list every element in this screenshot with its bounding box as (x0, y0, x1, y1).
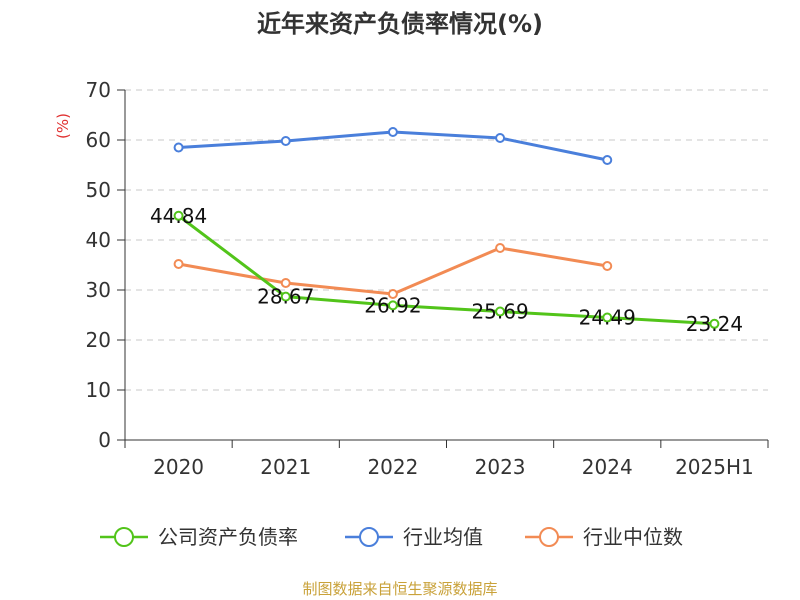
data-labels: 44.84 28.67 26.92 25.69 24.49 23.24 (150, 204, 743, 336)
x-tick-label: 2022 (367, 455, 418, 479)
data-label: 24.49 (579, 306, 636, 330)
x-tick-label: 2023 (475, 455, 526, 479)
x-tick-label: 2020 (153, 455, 204, 479)
data-point (602, 155, 613, 165)
data-label: 44.84 (150, 204, 207, 228)
y-axis-unit: (%) (54, 113, 72, 139)
data-point (387, 127, 398, 137)
legend-marker-icon (539, 527, 559, 547)
x-tick-label: 2025H1 (675, 455, 754, 479)
legend-label: 公司资产负债率 (158, 525, 298, 549)
chart-title: 近年来资产负债率情况(%) (257, 10, 543, 38)
data-point (173, 210, 184, 221)
data-point (280, 291, 291, 302)
data-point (280, 278, 291, 288)
source-note: 制图数据来自恒生聚源数据库 (302, 580, 497, 598)
legend-marker-icon (114, 527, 134, 547)
series-lines (173, 127, 720, 329)
legend-label: 行业均值 (403, 525, 483, 549)
y-tick-label: 30 (86, 278, 111, 302)
legend: 公司资产负债率 行业均值 行业中位数 (100, 525, 683, 549)
x-tick-label: 2024 (582, 455, 633, 479)
y-tick-label: 70 (86, 78, 111, 102)
grid-lines (125, 89, 768, 391)
y-tick-label: 40 (86, 228, 111, 252)
data-point (387, 300, 398, 311)
data-label: 23.24 (686, 312, 743, 336)
y-tick-label: 10 (86, 378, 111, 402)
x-tick-label: 2021 (260, 455, 311, 479)
legend-marker-icon (359, 527, 379, 547)
series-line (178, 246, 608, 296)
data-point (495, 306, 506, 317)
data-point (387, 289, 398, 299)
data-point (173, 142, 184, 153)
y-tick-label: 20 (86, 328, 111, 352)
data-point (495, 133, 506, 143)
data-point (173, 259, 184, 269)
data-point (602, 312, 613, 323)
data-point (280, 136, 291, 146)
y-tick-label: 0 (98, 428, 111, 452)
series-line (177, 214, 715, 326)
data-point (495, 243, 506, 253)
data-label: 28.67 (257, 285, 314, 309)
axes: 0 10 20 30 40 50 60 70 2020 2021 2022 2023 2024 2025H… (86, 78, 769, 479)
y-tick-label: 50 (86, 178, 111, 202)
y-tick-label: 60 (86, 128, 111, 152)
data-label: 25.69 (471, 300, 528, 324)
data-label: 26.92 (364, 293, 421, 317)
data-point (602, 261, 613, 271)
legend-label: 行业中位数 (583, 525, 683, 549)
data-point (709, 318, 720, 329)
